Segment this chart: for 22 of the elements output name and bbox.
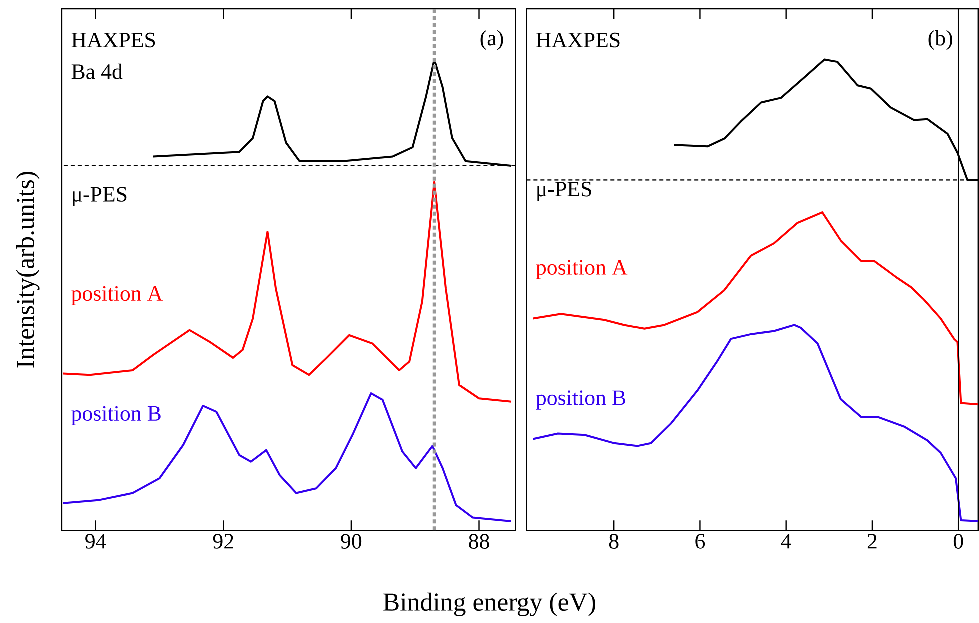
x-tick-label: 6 bbox=[696, 534, 706, 550]
series-label: position B bbox=[536, 390, 626, 410]
annotation: μ-PES bbox=[538, 182, 592, 202]
x-tick-label: 92 bbox=[213, 534, 234, 550]
annotation: μ-PES bbox=[73, 187, 127, 207]
legend-label: HAXPES bbox=[72, 33, 156, 48]
series-label: position A bbox=[72, 286, 163, 306]
x-tick-label: 88 bbox=[469, 534, 490, 550]
x-tick-label: 2 bbox=[868, 534, 877, 549]
series-label: position B bbox=[72, 406, 161, 426]
x-tick-label: 0 bbox=[954, 534, 964, 550]
x-axis-title: Binding energy (eV) bbox=[384, 593, 596, 617]
legend-label: HAXPES bbox=[536, 33, 620, 48]
x-tick-label: 94 bbox=[86, 534, 106, 550]
series-label: position A bbox=[536, 260, 628, 280]
text: (a) bbox=[480, 30, 504, 50]
y-axis-title: Intensity(arb.units) bbox=[16, 172, 40, 368]
x-tick-label: 90 bbox=[341, 534, 362, 550]
x-tick-label: 8 bbox=[609, 534, 619, 550]
x-tick-label: 4 bbox=[781, 534, 792, 549]
text: (b) bbox=[928, 30, 952, 50]
annotation: Ba 4d bbox=[72, 64, 123, 80]
